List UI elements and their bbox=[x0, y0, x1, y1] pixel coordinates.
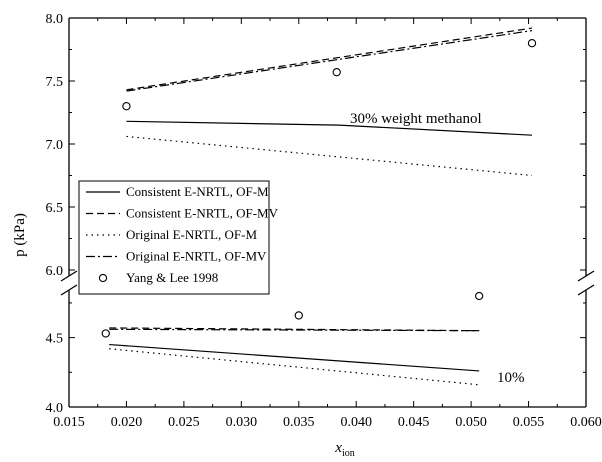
y-tick-label: 8.0 bbox=[46, 12, 64, 27]
legend-box bbox=[78, 180, 270, 295]
series-line-4-upper bbox=[126, 30, 533, 92]
x-axis-label-main: x bbox=[334, 440, 342, 456]
data-point-yang-lee-lower-5 bbox=[475, 291, 484, 301]
y-tick-label: 7.0 bbox=[46, 138, 64, 153]
annotation-30-percent: 30% weight methanol bbox=[350, 111, 482, 127]
legend-label-4: Original E-NRTL, OF-MV bbox=[126, 249, 267, 264]
series-line-2-upper bbox=[126, 27, 533, 91]
y-tick-label: 6.5 bbox=[46, 201, 64, 216]
series-line-4-lower bbox=[109, 328, 480, 332]
data-point-yang-lee-upper-1 bbox=[332, 68, 341, 77]
y-tick-label: 4.0 bbox=[46, 401, 64, 416]
data-point-yang-lee-lower-3 bbox=[101, 329, 110, 338]
data-point-yang-lee-upper-2 bbox=[527, 39, 537, 48]
series-line-3-lower bbox=[109, 348, 480, 386]
y-tick-label: 7.5 bbox=[46, 75, 64, 90]
y-tick-label: 6.0 bbox=[46, 264, 64, 279]
x-tick-label: 0.030 bbox=[226, 415, 258, 430]
series-line-1-upper bbox=[126, 120, 533, 136]
data-point-yang-lee-upper-0 bbox=[122, 102, 131, 111]
series-line-1-lower bbox=[109, 343, 480, 372]
axis-break bbox=[60, 270, 595, 296]
y-axis-label: p (kPa) bbox=[12, 213, 28, 257]
x-axis-label: xion bbox=[334, 440, 354, 459]
x-tick-label: 0.015 bbox=[53, 415, 85, 430]
series-line-3-upper bbox=[126, 135, 533, 177]
legend: Consistent E-NRTL, OF-M Consistent E-NRTL… bbox=[78, 180, 279, 295]
legend-marker-5 bbox=[98, 273, 108, 283]
legend-label-5: Yang & Lee 1998 bbox=[126, 270, 218, 285]
x-tick-label: 0.055 bbox=[513, 415, 545, 430]
x-tick-label: 0.035 bbox=[283, 415, 315, 430]
x-tick-label: 0.025 bbox=[168, 415, 200, 430]
annotation-10-percent: 10% bbox=[497, 370, 525, 386]
axis-break-right-2 bbox=[577, 284, 595, 296]
data-point-yang-lee-lower-4 bbox=[294, 311, 303, 320]
x-axis-label-sub: ion bbox=[342, 448, 355, 459]
x-tick-label: 0.050 bbox=[455, 415, 487, 430]
legend-label-1: Consistent E-NRTL, OF-M bbox=[126, 184, 269, 199]
axis-break-right-1 bbox=[577, 270, 595, 282]
x-tick-label: 0.040 bbox=[340, 415, 372, 430]
y-tick-label: 4.5 bbox=[46, 332, 64, 347]
legend-label-2: Consistent E-NRTL, OF-MV bbox=[126, 206, 279, 221]
x-tick-label: 0.020 bbox=[111, 415, 143, 430]
ticks: 0.015 0.020 0.025 0.030 0.035 0.040 0.045 0.050… bbox=[46, 12, 602, 430]
axis-break-left-2 bbox=[60, 284, 78, 296]
axis-break-left-1 bbox=[60, 270, 78, 282]
legend-label-3: Original E-NRTL, OF-M bbox=[126, 227, 257, 242]
series-layer bbox=[101, 27, 537, 386]
x-tick-label: 0.045 bbox=[398, 415, 430, 430]
x-tick-label: 0.060 bbox=[570, 415, 602, 430]
